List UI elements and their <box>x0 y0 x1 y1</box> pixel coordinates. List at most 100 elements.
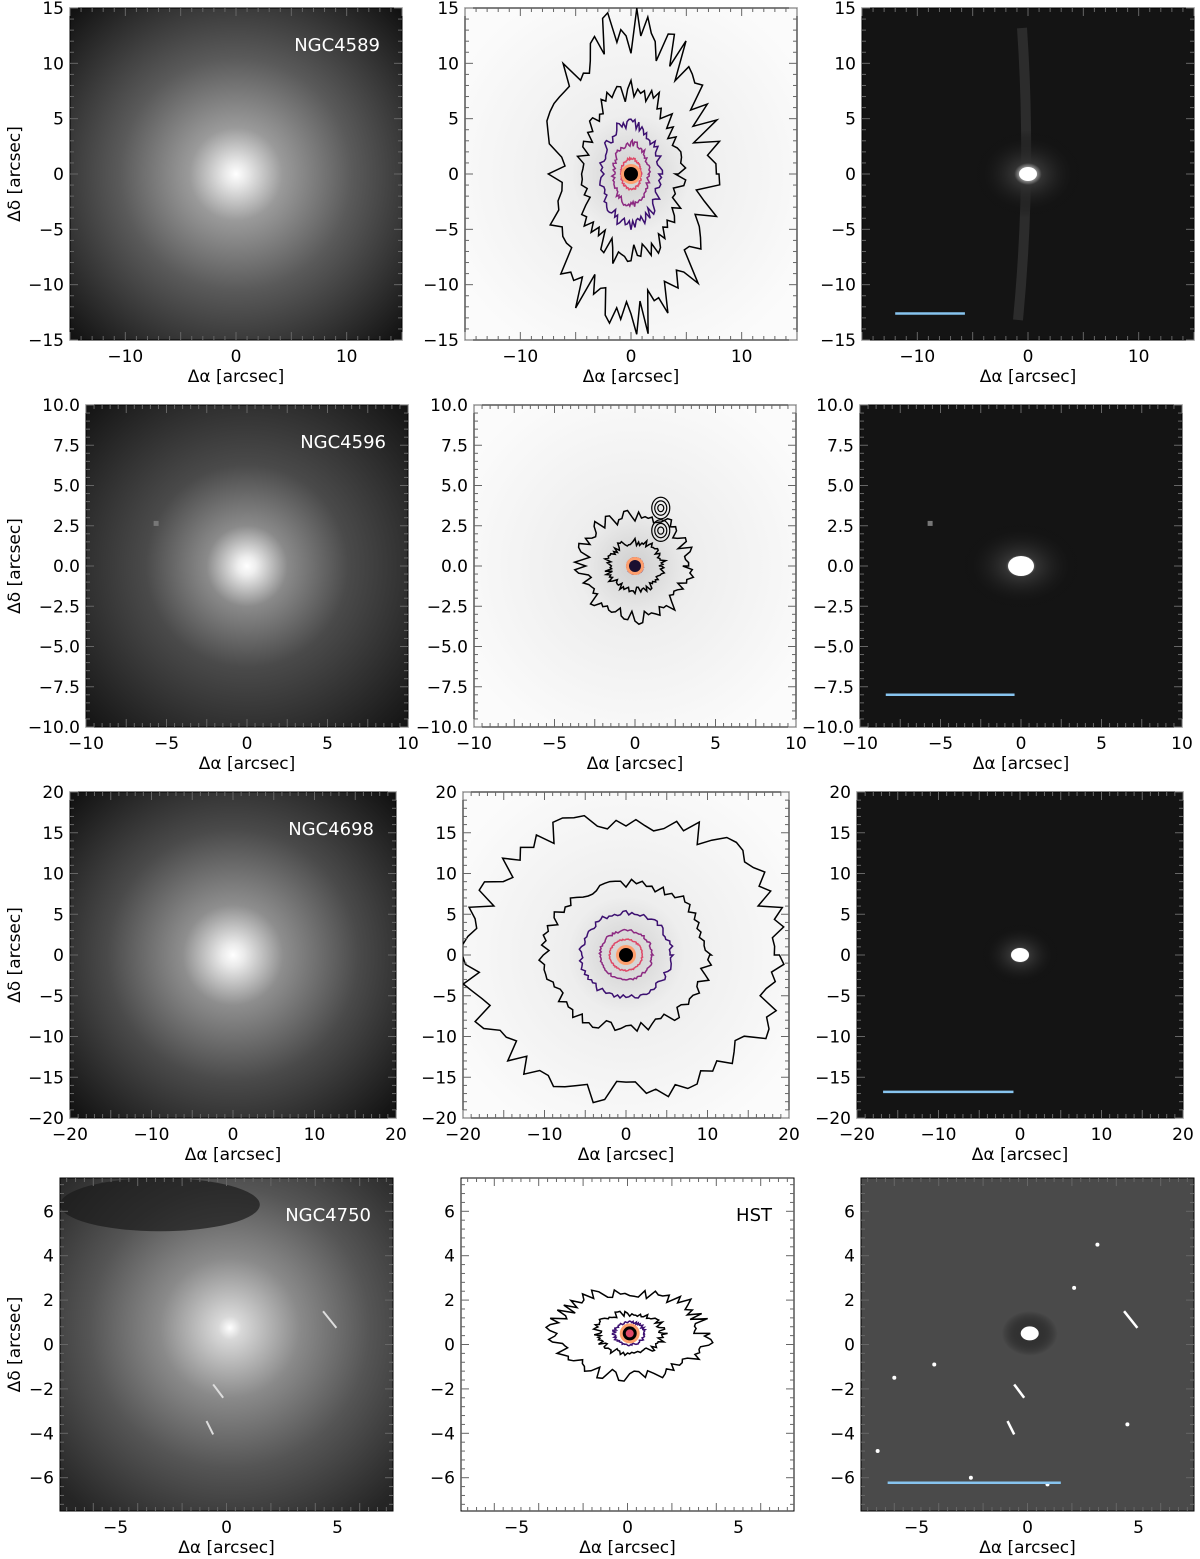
bright-speck <box>1125 1422 1130 1427</box>
contour-level <box>544 1288 714 1382</box>
x-tick-label: 0 <box>221 1518 232 1538</box>
x-tick-label: −10 <box>68 734 104 754</box>
x-tick-label: −10 <box>527 1125 563 1145</box>
contour-level <box>611 1320 648 1347</box>
galaxy-name: NGC4589 <box>294 35 380 56</box>
y-tick-label: −5.0 <box>39 638 80 658</box>
residual-image-panel: −5 0 5 −6 −4 −2 0 2 4 6 Δα [arcsec] <box>830 1177 1195 1558</box>
residual-nucleus <box>1008 556 1034 576</box>
residual-image-panel: −10 0 10 −15 −10 −5 0 5 10 15 Δα [arcsec] <box>820 0 1195 387</box>
y-tick-label: 7.5 <box>53 436 80 456</box>
y-tick-label: 0 <box>53 946 64 966</box>
y-tick-label: 5 <box>53 905 64 925</box>
y-tick-label: 0 <box>446 946 457 966</box>
y-tick-label: 10 <box>42 865 64 885</box>
y-tick-label: −5 <box>826 987 851 1007</box>
x-tick-label: −5 <box>154 734 179 754</box>
y-tick-label: 5 <box>448 110 459 130</box>
x-tick-label: −10 <box>921 1125 957 1145</box>
galaxy-image-panel: NGC4750 −5 0 5 −6 −4 −2 0 2 4 6 Δα [arcsec] Δδ [arcs… <box>5 1177 394 1558</box>
y-tick-label: 0.0 <box>441 557 468 577</box>
x-tick-label: −5 <box>542 734 567 754</box>
x-tick-label: 0 <box>1015 1125 1026 1145</box>
y-tick-label: 4 <box>844 1247 855 1267</box>
y-tick-label: 6 <box>444 1202 455 1222</box>
y-tick-label: 7.5 <box>441 436 468 456</box>
bright-speck <box>875 1449 880 1454</box>
companion-contour <box>651 496 671 520</box>
point-source <box>153 520 159 526</box>
cosmic-ray-streak <box>1013 1383 1026 1399</box>
x-tick-label: −5 <box>103 1518 128 1538</box>
y-tick-label: 2.5 <box>53 517 80 537</box>
y-tick-label: −10 <box>815 1028 851 1048</box>
y-tick-label: −2 <box>430 1380 455 1400</box>
y-tick-label: −4 <box>830 1424 855 1444</box>
x-tick-label: −20 <box>445 1125 481 1145</box>
y-tick-label: 2.5 <box>827 517 854 537</box>
x-tick-label: −5 <box>928 734 953 754</box>
x-axis-label: Δα [arcsec] <box>979 1538 1076 1558</box>
y-tick-label: 5 <box>840 905 851 925</box>
x-tick-label: −10 <box>899 347 935 367</box>
galaxy-image <box>70 792 396 1118</box>
x-axis-label: Δα [arcsec] <box>199 754 296 774</box>
contour-level <box>598 118 664 230</box>
y-tick-label: −10 <box>28 276 64 296</box>
y-tick-label: −6 <box>29 1469 54 1489</box>
x-tick-label: 0 <box>1016 734 1027 754</box>
y-axis-label: Δδ [arcsec] <box>5 126 25 222</box>
y-tick-label: −10 <box>423 276 459 296</box>
y-tick-label: 2 <box>444 1291 455 1311</box>
x-tick-label: 5 <box>322 734 333 754</box>
y-tick-label: −4 <box>430 1424 455 1444</box>
y-tick-label: −15 <box>421 1068 457 1088</box>
y-tick-label: 7.5 <box>827 436 854 456</box>
companion-contour <box>651 519 671 542</box>
y-tick-label: 15 <box>42 824 64 844</box>
contour-level <box>591 1310 668 1357</box>
y-tick-label: −5 <box>39 987 64 1007</box>
residual-nucleus <box>1020 1326 1039 1341</box>
x-tick-label: 20 <box>385 1125 407 1145</box>
x-tick-label: 0 <box>242 734 253 754</box>
y-tick-label: −10 <box>28 1028 64 1048</box>
x-axis-label: Δα [arcsec] <box>178 1538 275 1558</box>
x-tick-label: 10 <box>304 1125 326 1145</box>
y-tick-label: 15 <box>829 824 851 844</box>
cosmic-ray-streak <box>212 1383 224 1399</box>
y-tick-label: 5.0 <box>53 477 80 497</box>
y-tick-label: 15 <box>437 0 459 19</box>
y-tick-label: −2 <box>29 1380 54 1400</box>
x-axis-label: Δα [arcsec] <box>579 1538 676 1558</box>
y-tick-label: −6 <box>830 1469 855 1489</box>
contour-level <box>598 928 655 981</box>
x-tick-label: 0 <box>228 1125 239 1145</box>
contour-lines <box>463 814 785 1104</box>
y-tick-label: −20 <box>421 1109 457 1129</box>
contour-map-panel: −20 −10 0 10 20 −20 −15 −10 −5 0 5 10 15 20 Δα [arcsec… <box>421 783 800 1165</box>
bright-speck <box>932 1362 937 1367</box>
dust-lane <box>59 1178 260 1232</box>
x-tick-label: −5 <box>504 1518 529 1538</box>
y-tick-label: −10.0 <box>28 718 80 738</box>
x-axis-label: Δα [arcsec] <box>188 367 285 387</box>
contour-lines <box>572 496 695 626</box>
y-tick-label: 15 <box>42 0 64 19</box>
y-tick-label: −5 <box>434 220 459 240</box>
contour-map-panel: HST −5 0 5 −6 −4 −2 0 2 4 6 Δα [arcsec] <box>430 1177 795 1558</box>
y-tick-label: 5.0 <box>827 477 854 497</box>
y-tick-label: 10 <box>437 54 459 74</box>
y-tick-label: −15 <box>815 1068 851 1088</box>
galaxy-image <box>70 8 402 340</box>
contour-level <box>610 138 652 208</box>
companion-contour <box>657 526 665 535</box>
cosmic-ray-streak <box>1006 1420 1016 1435</box>
x-tick-label: −20 <box>52 1125 88 1145</box>
bright-speck <box>1072 1285 1077 1290</box>
y-tick-label: 15 <box>435 824 457 844</box>
y-tick-label: −5 <box>39 220 64 240</box>
y-axis-label: Δδ [arcsec] <box>5 518 25 614</box>
companion-contour <box>654 500 668 516</box>
